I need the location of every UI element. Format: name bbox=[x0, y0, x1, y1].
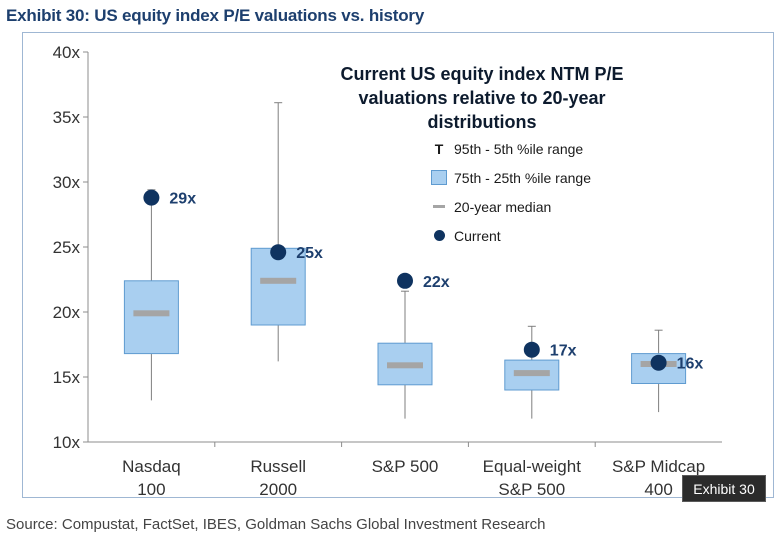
current-value-label: 16x bbox=[677, 356, 704, 373]
current-value-label: 25x bbox=[296, 245, 323, 262]
range-whisker-icon: T bbox=[434, 140, 444, 157]
median-marker bbox=[260, 277, 297, 284]
current-dot bbox=[143, 189, 160, 206]
current-dot bbox=[397, 272, 413, 289]
median-marker bbox=[133, 310, 170, 317]
y-tick-label: 40x bbox=[53, 43, 81, 62]
current-dot bbox=[270, 244, 287, 261]
x-tick-label: S&P 500 bbox=[498, 480, 565, 499]
x-tick-label: Equal-weight bbox=[483, 457, 582, 476]
y-tick-label: 10x bbox=[53, 433, 81, 452]
exhibit-badge[interactable]: Exhibit 30 bbox=[682, 475, 766, 502]
legend-label: 95th - 5th %ile range bbox=[454, 140, 584, 157]
median-marker bbox=[513, 370, 550, 377]
iqr-box bbox=[250, 247, 306, 326]
exhibit-title: Exhibit 30: US equity index P/E valuatio… bbox=[6, 6, 425, 25]
x-tick-label: 100 bbox=[137, 480, 165, 499]
legend-item-current: Current bbox=[430, 221, 634, 250]
current-value-label: 29x bbox=[169, 191, 196, 208]
y-tick-label: 15x bbox=[53, 368, 81, 387]
y-tick-label: 25x bbox=[53, 238, 81, 257]
x-tick-label: 2000 bbox=[259, 480, 297, 499]
median-marker bbox=[387, 362, 423, 369]
legend-label: 75th - 25th %ile range bbox=[454, 169, 591, 186]
y-tick-label: 35x bbox=[53, 108, 81, 127]
current-dot bbox=[650, 354, 667, 371]
legend: Current US equity index NTM P/E valuatio… bbox=[330, 62, 634, 250]
legend-label: Current bbox=[454, 227, 501, 244]
legend-item-median: 20-year median bbox=[430, 192, 634, 221]
current-value-label: 17x bbox=[550, 343, 577, 360]
legend-item-box: 75th - 25th %ile range bbox=[430, 163, 634, 192]
current-dot-icon bbox=[430, 230, 448, 241]
legend-item-range: T 95th - 5th %ile range bbox=[430, 134, 634, 163]
chart-frame bbox=[22, 32, 774, 498]
x-tick-label: S&P Midcap bbox=[612, 457, 705, 476]
median-line-icon bbox=[430, 205, 448, 208]
legend-label: 20-year median bbox=[454, 198, 552, 215]
iqr-box bbox=[123, 280, 179, 355]
source-note: Source: Compustat, FactSet, IBES, Goldma… bbox=[6, 516, 546, 533]
y-tick-label: 30x bbox=[53, 173, 81, 192]
box-swatch-icon bbox=[430, 170, 448, 185]
x-tick-label: Nasdaq bbox=[122, 457, 181, 476]
x-tick-label: Russell bbox=[250, 457, 306, 476]
current-value-label: 22x bbox=[423, 274, 450, 291]
x-tick-label: S&P 500 bbox=[372, 457, 439, 476]
chart-title: Current US equity index NTM P/E valuatio… bbox=[340, 64, 624, 132]
x-tick-label: 400 bbox=[644, 480, 672, 499]
y-tick-label: 20x bbox=[53, 303, 81, 322]
current-dot bbox=[523, 341, 540, 358]
